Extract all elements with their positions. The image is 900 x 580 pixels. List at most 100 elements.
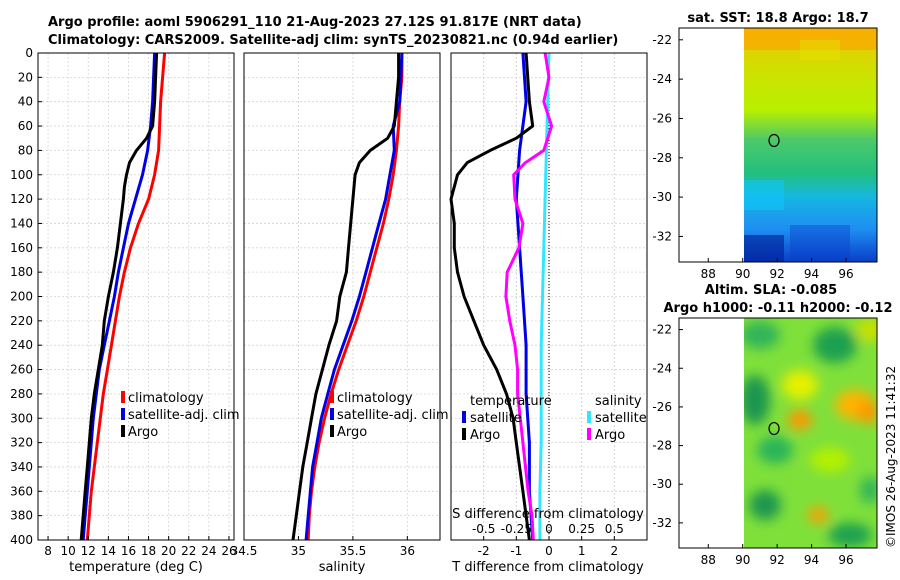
legend-label: Argo bbox=[470, 428, 500, 443]
x-tick-label-temperature: 18 bbox=[141, 544, 156, 558]
x-top-tick-label: -0.5 bbox=[472, 522, 495, 536]
y-tick-label: 380 bbox=[10, 509, 33, 523]
legend-label: satellite-adj. clim bbox=[128, 408, 240, 423]
x-tick-label-salinity: 34.5 bbox=[231, 544, 258, 558]
map-x-tick-label: 96 bbox=[838, 267, 853, 281]
map-y-tick-label: -26 bbox=[652, 111, 672, 125]
legend-label: Argo bbox=[128, 425, 158, 440]
x-tick-label-temperature: 8 bbox=[44, 544, 52, 558]
x-tick-label-temperature: 14 bbox=[101, 544, 116, 558]
y-tick-label: 220 bbox=[10, 314, 33, 328]
map-x-tick-label: 92 bbox=[769, 267, 784, 281]
map-y-tick-label: -28 bbox=[652, 151, 672, 165]
xlabel-s-difference: S difference from climatology bbox=[452, 507, 644, 522]
legend-title-temperature: temperature bbox=[470, 394, 552, 409]
legend-swatch bbox=[330, 408, 334, 420]
legend-label: Argo bbox=[595, 428, 625, 443]
x-tick-label-temperature: 26 bbox=[221, 544, 236, 558]
sst-texture bbox=[744, 28, 877, 262]
legend-swatch bbox=[587, 411, 591, 423]
y-tick-label: 200 bbox=[10, 290, 33, 304]
title-line-1: Argo profile: aoml 5906291_110 21-Aug-20… bbox=[48, 15, 582, 30]
imos-stamp: ©IMOS 26-Aug-2023 11:41:32 bbox=[884, 366, 898, 548]
x-tick-label-difference: 2 bbox=[611, 544, 619, 558]
y-tick-label: 120 bbox=[10, 192, 33, 206]
series-salinity-satellite-adj-clim bbox=[304, 52, 404, 541]
xlabel-salinity: salinity bbox=[319, 560, 366, 575]
map-backgrounds bbox=[744, 28, 877, 548]
legend-title-salinity: salinity bbox=[595, 394, 642, 409]
map-frame-sla bbox=[678, 317, 878, 549]
map-x-tick-label: 94 bbox=[804, 553, 819, 567]
map-x-tick-label: 96 bbox=[838, 553, 853, 567]
x-tick-label-temperature: 12 bbox=[81, 544, 96, 558]
legend-swatch bbox=[121, 391, 125, 403]
x-tick-label-difference: -1 bbox=[510, 544, 522, 558]
y-tick-label: 400 bbox=[10, 533, 33, 547]
y-tick-label: 20 bbox=[18, 70, 33, 84]
x-top-tick-label: 0 bbox=[545, 522, 553, 536]
legend-swatch bbox=[330, 425, 334, 437]
y-tick-label: 260 bbox=[10, 363, 33, 377]
sla-map-title: Altim. SLA: -0.085 bbox=[705, 283, 837, 298]
map-y-tick-label: -28 bbox=[652, 439, 672, 453]
argo-position-marker bbox=[768, 421, 780, 436]
map-y-tick-label: -26 bbox=[652, 400, 672, 414]
y-tick-label: 280 bbox=[10, 387, 33, 401]
xlabel-t-difference: T difference from climatology bbox=[451, 560, 644, 575]
x-tick-label-salinity: 36 bbox=[400, 544, 415, 558]
x-tick-label-salinity: 35 bbox=[291, 544, 306, 558]
legend-label: Argo bbox=[337, 425, 367, 440]
map-x-tick-label: 92 bbox=[769, 553, 784, 567]
data-series bbox=[79, 52, 554, 541]
legend-swatch bbox=[462, 428, 466, 440]
legend-swatch bbox=[121, 425, 125, 437]
map-y-tick-label: -32 bbox=[652, 229, 672, 243]
y-tick-label: 80 bbox=[18, 143, 33, 157]
x-top-tick-label: 0.25 bbox=[568, 522, 595, 536]
y-tick-label: 100 bbox=[10, 168, 33, 182]
map-y-tick-label: -24 bbox=[652, 72, 672, 86]
legend-label: satellite bbox=[595, 411, 647, 426]
series-salinity-climatology bbox=[306, 53, 404, 541]
x-tick-label-temperature: 16 bbox=[121, 544, 136, 558]
map-x-tick-label: 94 bbox=[804, 267, 819, 281]
y-tick-label: 320 bbox=[10, 436, 33, 450]
legend-label: satellite bbox=[470, 411, 522, 426]
x-tick-label-temperature: 22 bbox=[181, 544, 196, 558]
title-line-2: Climatology: CARS2009. Satellite-adj cli… bbox=[48, 33, 619, 48]
legend-label: satellite-adj. clim bbox=[337, 408, 449, 423]
tick-labels: 8 10 12 14 16 18 20 22 24 26020406080100120140160… bbox=[10, 33, 854, 567]
legend-label: climatology bbox=[337, 391, 413, 406]
sla-texture bbox=[744, 318, 877, 547]
series-temperature-argo bbox=[79, 52, 159, 541]
sla-map-subtitle: Argo h1000: -0.11 h2000: -0.12 bbox=[663, 301, 892, 316]
grids bbox=[38, 52, 647, 541]
y-tick-label: 0 bbox=[25, 46, 33, 60]
x-tick-label-temperature: 20 bbox=[161, 544, 176, 558]
x-tick-label-salinity: 35.5 bbox=[340, 544, 367, 558]
map-x-tick-label: 88 bbox=[701, 267, 716, 281]
legend-swatch bbox=[330, 391, 334, 403]
y-tick-label: 360 bbox=[10, 484, 33, 498]
x-tick-label-temperature: 10 bbox=[61, 544, 76, 558]
series-salinity-argo bbox=[291, 53, 401, 541]
map-y-tick-label: -30 bbox=[652, 190, 672, 204]
x-tick-label-difference: 0 bbox=[545, 544, 553, 558]
series-difference-t-argo bbox=[449, 52, 535, 541]
x-tick-label-temperature: 24 bbox=[201, 544, 216, 558]
legend-swatch bbox=[462, 411, 466, 423]
series-difference-s-argo bbox=[504, 52, 554, 541]
y-tick-label: 140 bbox=[10, 216, 33, 230]
y-tick-label: 240 bbox=[10, 338, 33, 352]
map-y-tick-label: -22 bbox=[652, 323, 672, 337]
legend-swatch bbox=[587, 428, 591, 440]
map-x-tick-label: 90 bbox=[735, 553, 750, 567]
x-top-tick-label: 0.5 bbox=[605, 522, 624, 536]
axes-frames bbox=[37, 27, 878, 549]
legends: climatology satellite-adj. clim Argo climat… bbox=[121, 391, 647, 443]
x-top-tick-label: -0.25 bbox=[501, 522, 532, 536]
y-tick-label: 300 bbox=[10, 411, 33, 425]
legend-label: climatology bbox=[128, 391, 204, 406]
x-tick-label-difference: 1 bbox=[578, 544, 586, 558]
